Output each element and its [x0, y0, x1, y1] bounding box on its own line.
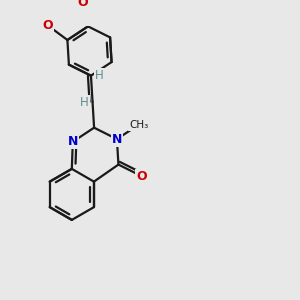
- Text: O: O: [77, 0, 88, 9]
- Text: O: O: [136, 170, 147, 183]
- Text: N: N: [112, 133, 122, 146]
- Text: O: O: [43, 19, 53, 32]
- Text: N: N: [68, 135, 78, 148]
- Text: H: H: [80, 96, 89, 109]
- Text: H: H: [95, 69, 103, 82]
- Text: CH₃: CH₃: [129, 120, 148, 130]
